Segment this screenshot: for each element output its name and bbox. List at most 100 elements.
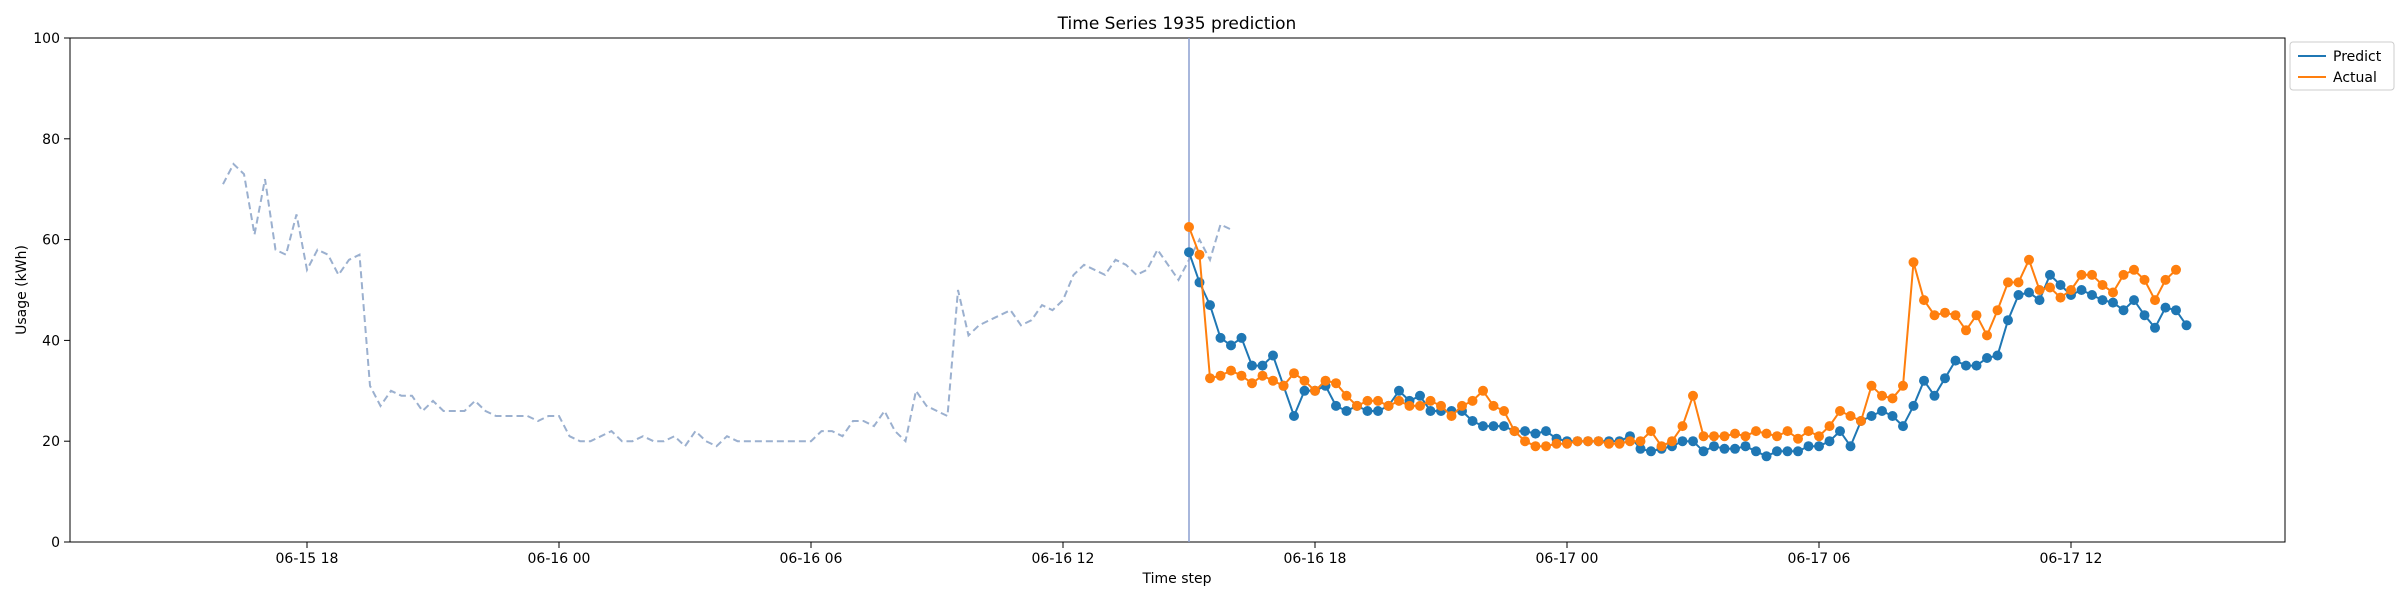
plot-area bbox=[69, 37, 2286, 543]
point-actual-18 bbox=[1373, 395, 1383, 406]
point-actual-2 bbox=[1205, 373, 1215, 384]
point-actual-4 bbox=[1226, 365, 1236, 376]
point-predict-53 bbox=[1740, 441, 1751, 452]
point-predict-27 bbox=[1467, 416, 1478, 426]
point-predict-88 bbox=[2108, 297, 2118, 308]
point-actual-11 bbox=[1299, 375, 1310, 386]
point-actual-82 bbox=[2045, 282, 2055, 293]
x-axis: 06-15 18 06-16 00 06-16 06 06-16 12 06-16 18… bbox=[276, 542, 2103, 567]
point-predict-60 bbox=[1814, 441, 1824, 452]
point-actual-66 bbox=[1877, 390, 1887, 401]
point-predict-47 bbox=[1677, 436, 1688, 447]
point-actual-25 bbox=[1446, 411, 1457, 421]
y-axis: 0 20 40 60 80 100 bbox=[33, 31, 70, 551]
point-actual-52 bbox=[1730, 428, 1740, 439]
point-predict-79 bbox=[2013, 290, 2024, 300]
y-tick-label-0: 0 bbox=[51, 535, 60, 551]
point-predict-14 bbox=[1331, 400, 1341, 411]
point-predict-52 bbox=[1730, 443, 1740, 454]
point-actual-90 bbox=[2129, 264, 2139, 275]
point-predict-68 bbox=[1898, 421, 1908, 432]
point-predict-81 bbox=[2034, 295, 2045, 306]
x-tick-label-5: 06-17 00 bbox=[1536, 551, 1599, 567]
point-actual-37 bbox=[1572, 436, 1583, 447]
point-predict-34 bbox=[1541, 426, 1551, 437]
point-actual-86 bbox=[2087, 269, 2097, 280]
x-tick-label-7: 06-17 12 bbox=[2040, 551, 2103, 567]
y-tick-label-40: 40 bbox=[42, 333, 60, 349]
point-actual-93 bbox=[2160, 274, 2171, 285]
point-actual-64 bbox=[1856, 416, 1866, 426]
point-actual-19 bbox=[1383, 400, 1394, 411]
point-actual-40 bbox=[1604, 438, 1614, 449]
point-actual-3 bbox=[1215, 370, 1226, 381]
y-axis-title: Usage (kWh) bbox=[14, 245, 30, 335]
point-predict-20 bbox=[1394, 385, 1404, 396]
point-actual-36 bbox=[1562, 438, 1572, 449]
point-predict-17 bbox=[1362, 406, 1373, 416]
point-actual-17 bbox=[1362, 395, 1373, 406]
point-predict-43 bbox=[1635, 443, 1646, 454]
point-predict-62 bbox=[1835, 426, 1845, 437]
point-actual-60 bbox=[1814, 431, 1824, 442]
point-predict-23 bbox=[1425, 406, 1436, 416]
point-actual-5 bbox=[1236, 370, 1247, 381]
point-predict-59 bbox=[1803, 441, 1814, 452]
point-actual-70 bbox=[1919, 295, 1929, 306]
legend-label-predict: Predict bbox=[2333, 49, 2382, 65]
point-predict-10 bbox=[1289, 411, 1299, 421]
point-actual-26 bbox=[1457, 400, 1467, 411]
point-actual-23 bbox=[1425, 395, 1436, 406]
point-predict-63 bbox=[1845, 441, 1856, 452]
point-actual-91 bbox=[2139, 274, 2150, 285]
point-actual-49 bbox=[1698, 431, 1709, 442]
point-actual-6 bbox=[1247, 378, 1257, 389]
point-predict-49 bbox=[1698, 446, 1709, 457]
point-predict-75 bbox=[1971, 360, 1982, 371]
point-actual-72 bbox=[1940, 307, 1950, 318]
x-tick-label-4: 06-16 18 bbox=[1284, 551, 1347, 567]
point-actual-56 bbox=[1772, 431, 1782, 442]
point-predict-74 bbox=[1961, 360, 1971, 371]
point-predict-44 bbox=[1646, 446, 1656, 457]
point-actual-67 bbox=[1887, 393, 1898, 404]
point-actual-44 bbox=[1646, 426, 1656, 437]
point-actual-63 bbox=[1845, 411, 1856, 421]
point-actual-31 bbox=[1509, 426, 1520, 437]
point-actual-74 bbox=[1961, 325, 1971, 336]
series-actual bbox=[1184, 222, 2181, 452]
point-actual-9 bbox=[1278, 380, 1289, 391]
point-actual-80 bbox=[2024, 254, 2034, 265]
x-tick-label-3: 06-16 12 bbox=[1032, 551, 1095, 567]
point-predict-18 bbox=[1373, 406, 1383, 416]
point-predict-69 bbox=[1908, 400, 1919, 411]
point-predict-6 bbox=[1247, 360, 1257, 371]
point-actual-77 bbox=[1992, 305, 2003, 316]
point-predict-54 bbox=[1751, 446, 1761, 457]
x-tick-label-6: 06-17 06 bbox=[1788, 551, 1851, 567]
point-predict-65 bbox=[1866, 411, 1877, 421]
legend: Predict Actual bbox=[2289, 41, 2395, 91]
point-predict-87 bbox=[2097, 295, 2108, 306]
point-actual-79 bbox=[2013, 277, 2024, 288]
y-tick-label-80: 80 bbox=[42, 132, 60, 148]
point-actual-8 bbox=[1268, 375, 1278, 386]
point-predict-8 bbox=[1268, 350, 1278, 361]
point-actual-73 bbox=[1950, 310, 1961, 321]
point-actual-32 bbox=[1520, 436, 1530, 447]
point-actual-35 bbox=[1551, 438, 1562, 449]
point-actual-50 bbox=[1709, 431, 1719, 442]
point-predict-72 bbox=[1940, 373, 1950, 384]
point-actual-28 bbox=[1478, 385, 1488, 396]
point-actual-58 bbox=[1793, 433, 1803, 444]
point-actual-29 bbox=[1488, 400, 1499, 411]
point-actual-84 bbox=[2066, 285, 2076, 295]
point-actual-71 bbox=[1929, 310, 1940, 321]
point-actual-30 bbox=[1499, 406, 1509, 416]
point-actual-48 bbox=[1688, 390, 1698, 401]
y-tick-label-60: 60 bbox=[42, 233, 60, 249]
x-tick-label-1: 06-16 00 bbox=[528, 551, 591, 567]
point-actual-83 bbox=[2055, 292, 2066, 303]
point-actual-78 bbox=[2003, 277, 2013, 288]
y-tick-label-20: 20 bbox=[42, 434, 60, 450]
